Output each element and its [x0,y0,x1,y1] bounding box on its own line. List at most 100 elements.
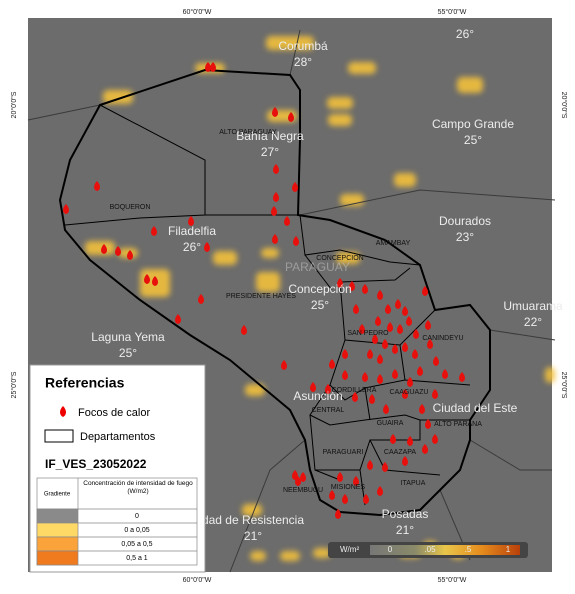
fire-point [342,349,348,359]
coordinate-label: 25°0'0"S [10,371,18,398]
heat-glow [327,97,353,109]
city-temperature: 23° [456,230,474,244]
city-name: Laguna Yema [91,330,165,344]
city-name: Campo Grande [432,117,514,131]
legend-table-header-box: Concentración de intensidad de fuego (W/… [83,480,193,495]
legend-fire-icon [60,406,66,417]
city-name: Ciudad del Este [433,401,518,415]
fire-point [419,404,425,414]
fire-point [392,369,398,379]
fire-point [175,314,181,324]
city-name: dad de Resistencia [202,513,304,527]
fire-point [241,325,247,335]
fire-point [272,107,278,117]
fire-point [329,490,335,500]
coordinate-label: 55°0'0"W [438,8,467,16]
fire-point [335,509,341,519]
department-label: PRESIDENTE HAYES [226,293,296,300]
fire-point [273,192,279,202]
fire-point [390,434,396,444]
fire-point [342,494,348,504]
heat-glow [348,62,376,74]
fire-point [385,304,391,314]
legend-product: IF_VES_23052022 [45,457,147,471]
fire-point [406,316,412,326]
city-name: Asunción [293,389,342,403]
fire-point [273,164,279,174]
fire-point [300,472,306,482]
city-temperature: 25° [464,133,482,147]
coordinate-label: 25°0'0"S [560,372,568,399]
fire-point [353,476,359,486]
fire-point [329,359,335,369]
department-label: MISIONES [331,484,366,491]
legend-table-row: 0 [135,513,139,520]
fire-point [407,377,413,387]
fire-point [377,354,383,364]
fire-point [272,234,278,244]
department-label: BOQUERON [110,204,151,211]
fire-point [205,62,211,72]
legend-table [36,477,198,566]
coordinate-label: 60°0'0"W [183,576,212,584]
fire-point [363,494,369,504]
country-border [58,68,491,517]
legend-item: Focos de calor [78,407,150,419]
city-temperature: 25° [119,346,137,360]
fire-point [349,281,355,291]
heat-glow [256,272,280,292]
fire-point [413,329,419,339]
heat-glow [457,77,483,93]
fire-point [284,216,290,226]
heat-glow [280,551,300,561]
city-temperature: 25° [311,298,329,312]
labels: Corumbá 28° 26° Bahía Negra 27° Campo Grande 2… [91,27,563,543]
coordinate-label: 20°0'0"S [560,92,568,119]
fire-point [115,246,121,256]
fire-point [377,486,383,496]
fire-point [402,306,408,316]
department-label: CONCEPCION [316,255,363,262]
fire-point [292,182,298,192]
fire-point [367,349,373,359]
heat-glow [250,551,266,561]
fire-point [188,216,194,226]
fire-point [310,382,316,392]
fire-point [417,366,423,376]
legend-table-header: Gradiente [44,492,71,498]
fire-point [362,372,368,382]
fire-point [383,404,389,414]
city-name: Dourados [439,214,491,228]
heat-glow [242,504,262,516]
colorbar-label: .05 [424,545,436,554]
fire-point [101,244,107,254]
fire-point [382,462,388,472]
fire-point [432,389,438,399]
heat-glow [245,384,265,396]
legend-table-header: Concentración de intensidad de fuego (W/… [83,480,193,495]
fire-point [442,369,448,379]
fire-point [422,286,428,296]
city-temperature: 27° [261,145,279,159]
country-label: PARAGUAY [285,260,350,274]
fire-point [377,290,383,300]
fire-point [63,204,69,214]
legend-item: Departamentos [80,431,156,443]
heat-glow [328,114,352,126]
fire-point [425,320,431,330]
fire-point [372,334,378,344]
fire-point [359,324,365,334]
department-label: GUAIRA [377,420,404,427]
department-label: ITAPUA [401,480,426,487]
fire-points [63,62,465,519]
fire-point [292,470,298,480]
department-label: CAAGUAZU [390,389,429,396]
fire-point [395,299,401,309]
department-label: CAAZAPA [384,449,416,456]
department-label: ALTO PARAGUAY [219,129,277,136]
legend-title: Referencias [45,375,125,391]
fire-point [387,322,393,332]
coordinate-label: 60°0'0"W [183,8,212,16]
city-temperature: 22° [524,315,542,329]
